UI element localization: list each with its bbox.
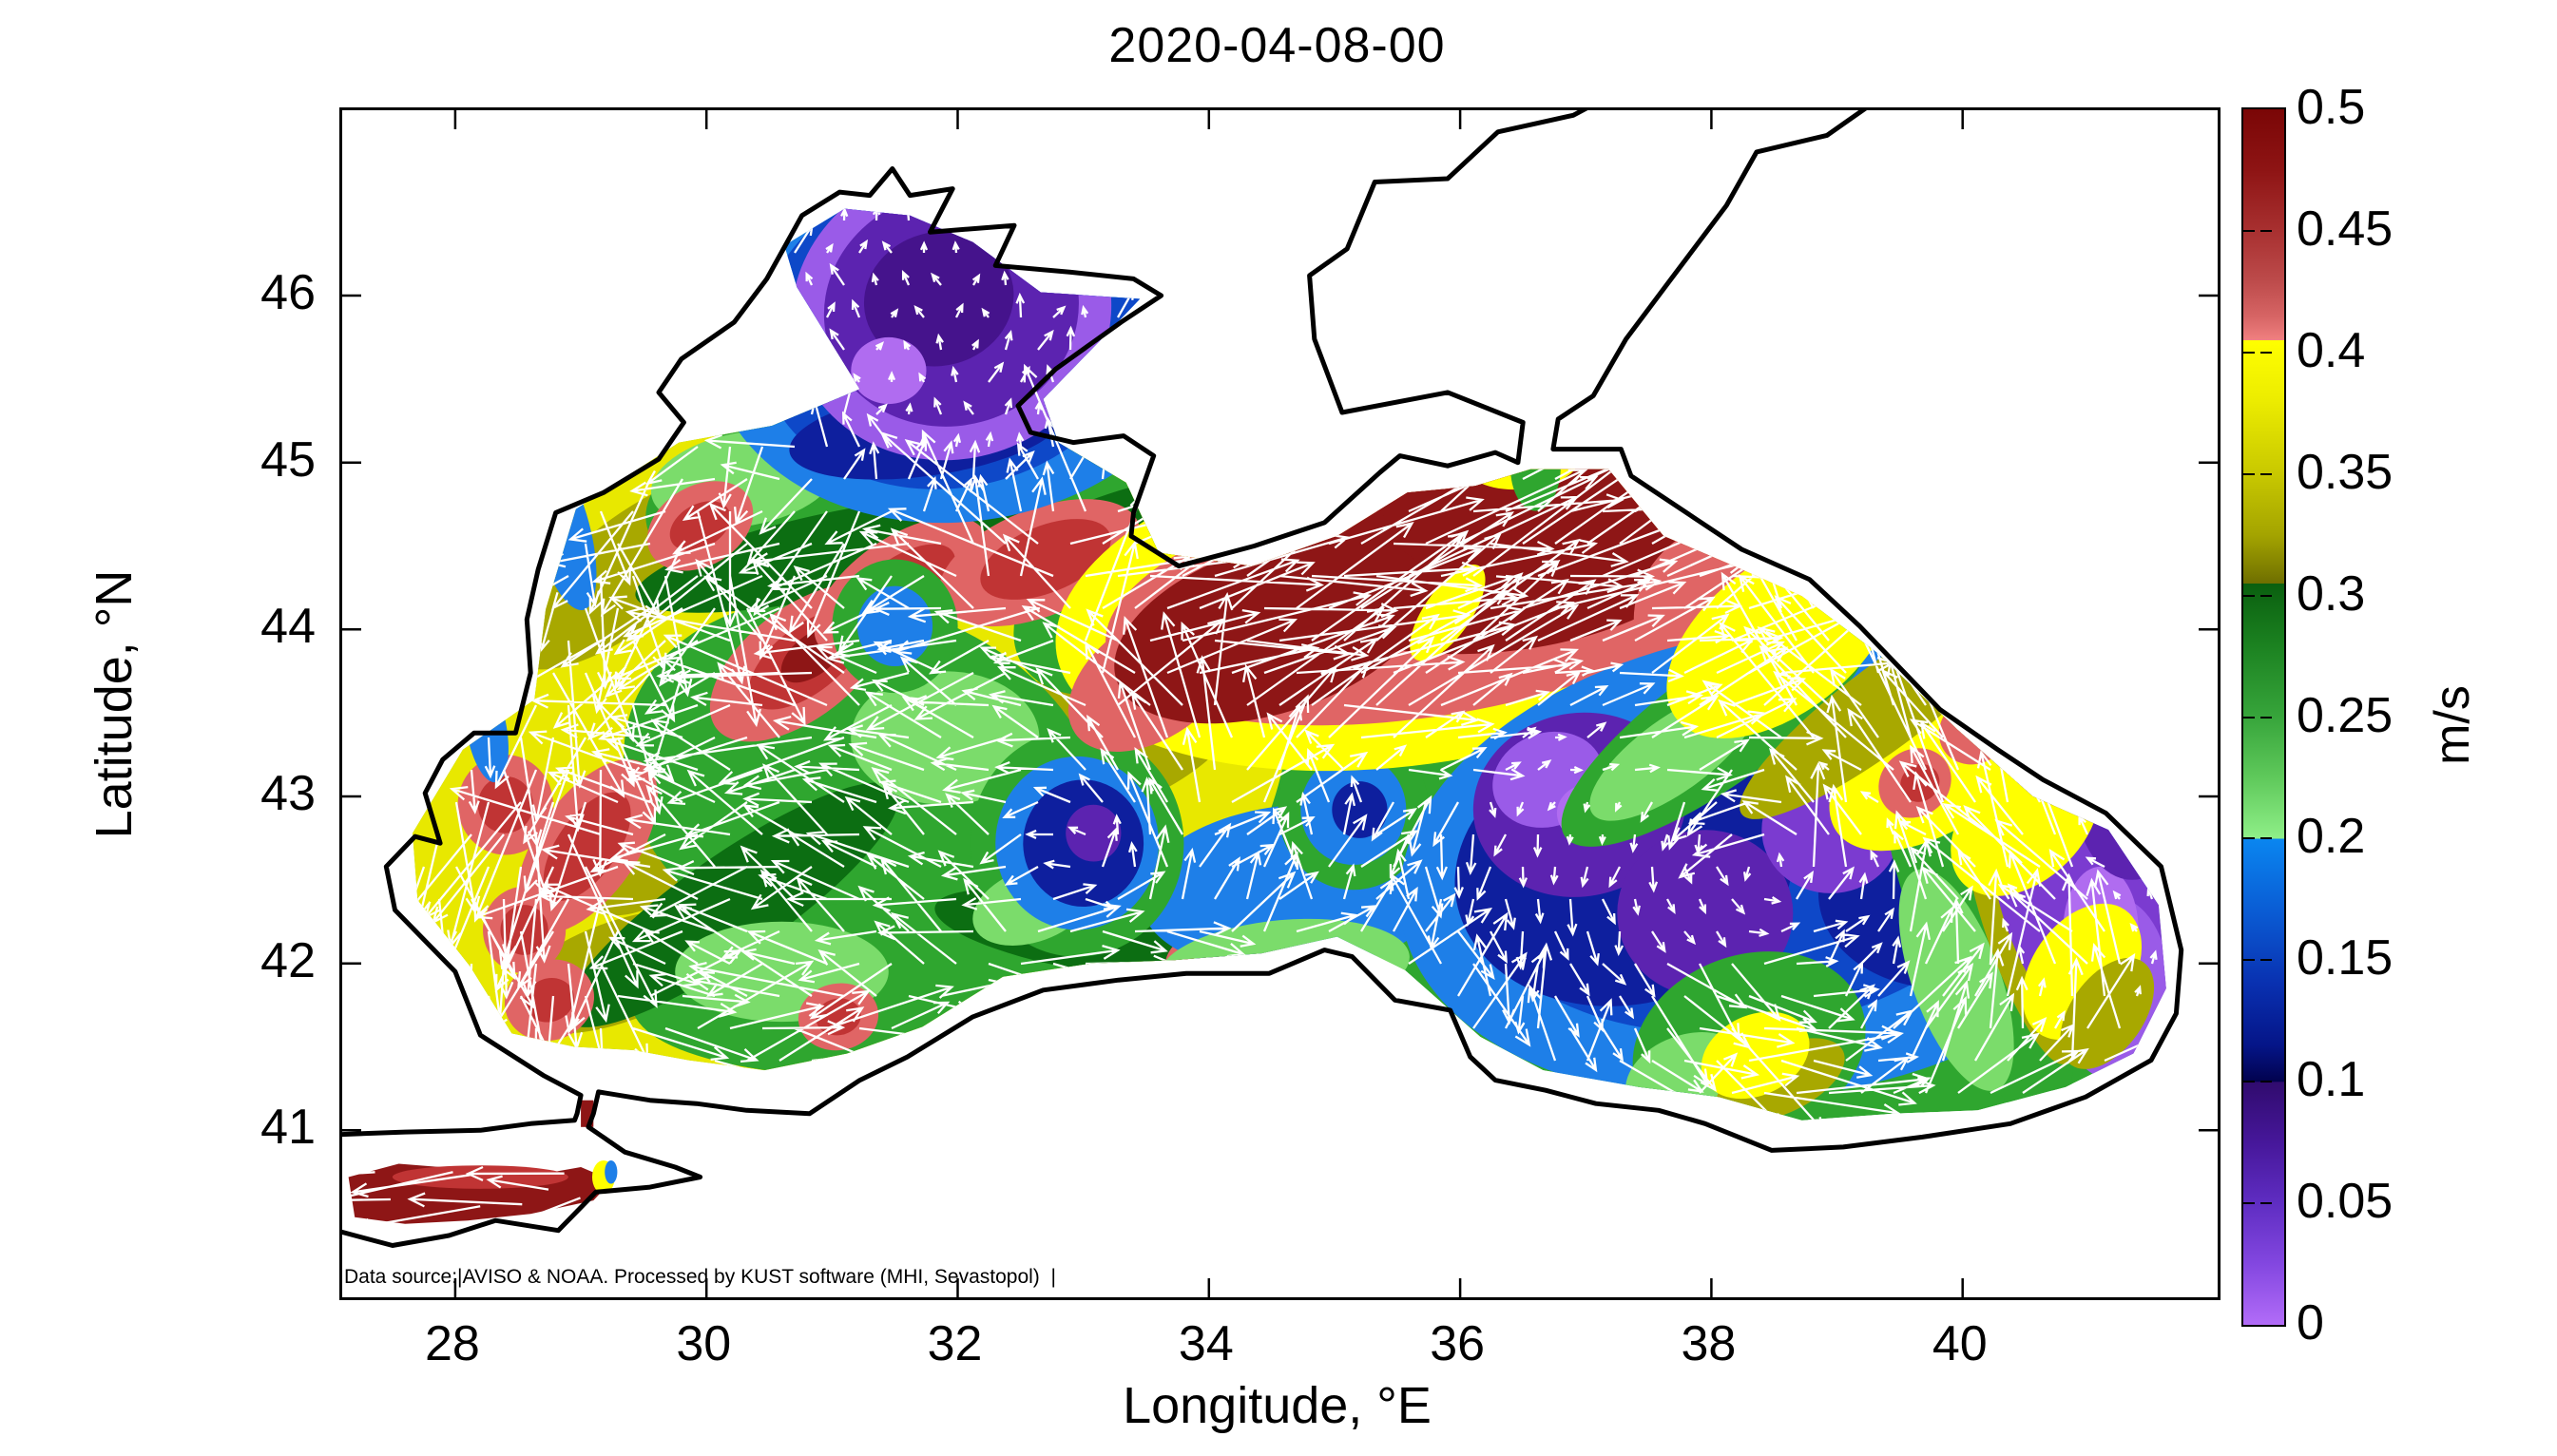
y-tick-label: 45 xyxy=(260,431,316,488)
colorbar-tick-mark xyxy=(2260,472,2272,475)
colorbar-tick-mark xyxy=(2260,1202,2272,1205)
colorbar-tick-mark xyxy=(2260,716,2272,718)
colorbar-tick-mark xyxy=(2243,959,2255,962)
y-tick-label: 42 xyxy=(260,932,316,988)
plot-title: 2020-04-08-00 xyxy=(1108,18,1446,73)
colorbar-tick-mark xyxy=(2243,716,2255,718)
colorbar-tick-mark xyxy=(2243,351,2255,354)
colorbar-tick-mark xyxy=(2260,1081,2272,1083)
colorbar-tick-label: 0.3 xyxy=(2297,565,2366,622)
colorbar-tick-label: 0.15 xyxy=(2297,930,2394,987)
y-tick-label: 43 xyxy=(260,765,316,821)
colorbar-tick-label: 0.4 xyxy=(2297,322,2366,378)
colorbar xyxy=(2241,107,2286,1327)
colorbar-tick-mark xyxy=(2243,837,2255,840)
colorbar-tick-mark xyxy=(2260,837,2272,840)
colorbar-tick-label: 0.5 xyxy=(2297,80,2366,135)
colorbar-unit-label: m/s xyxy=(2425,685,2480,765)
colorbar-tick-label: 0.1 xyxy=(2297,1052,2366,1108)
colorbar-tick-mark xyxy=(2243,594,2255,597)
colorbar-tick-label: 0.25 xyxy=(2297,687,2394,743)
colorbar-tick-label: 0.45 xyxy=(2297,201,2394,257)
marmara-patch xyxy=(348,1100,618,1224)
y-tick-label: 41 xyxy=(260,1100,316,1156)
x-tick-label: 32 xyxy=(927,1316,983,1371)
speed-field xyxy=(413,208,2166,1121)
x-tick-label: 38 xyxy=(1681,1316,1737,1371)
map-plot-area xyxy=(339,107,2221,1300)
colorbar-tick-label: 0.2 xyxy=(2297,809,2366,865)
data-source-annotation: Data source:|AVISO & NOAA. Processed by … xyxy=(344,1266,1056,1288)
colorbar-tick-mark xyxy=(2243,1081,2255,1083)
x-tick-label: 34 xyxy=(1178,1316,1234,1371)
x-axis-label: Longitude, °E xyxy=(1123,1377,1432,1434)
x-tick-label: 40 xyxy=(1932,1316,1988,1371)
colorbar-tick-label: 0.05 xyxy=(2297,1174,2394,1230)
map-canvas xyxy=(342,110,2218,1297)
colorbar-tick-label: 0 xyxy=(2297,1295,2324,1351)
colorbar-tick-label: 0.35 xyxy=(2297,444,2394,500)
colorbar-tick-mark xyxy=(2243,1202,2255,1205)
x-tick-label: 28 xyxy=(425,1316,480,1371)
colorbar-tick-mark xyxy=(2260,229,2272,232)
y-axis-label: Latitude, °N xyxy=(86,569,143,839)
x-tick-label: 30 xyxy=(676,1316,732,1371)
coastline xyxy=(342,110,2184,1248)
y-tick-label: 44 xyxy=(260,599,316,655)
colorbar-tick-mark xyxy=(2243,472,2255,475)
quiver-arrows xyxy=(413,208,2166,1121)
colorbar-tick-mark xyxy=(2260,351,2272,354)
axis-ticks xyxy=(342,110,2218,1297)
y-tick-label: 46 xyxy=(260,264,316,320)
colorbar-tick-mark xyxy=(2243,229,2255,232)
x-tick-label: 36 xyxy=(1430,1316,1486,1371)
colorbar-tick-mark xyxy=(2260,959,2272,962)
colorbar-tick-mark xyxy=(2260,594,2272,597)
